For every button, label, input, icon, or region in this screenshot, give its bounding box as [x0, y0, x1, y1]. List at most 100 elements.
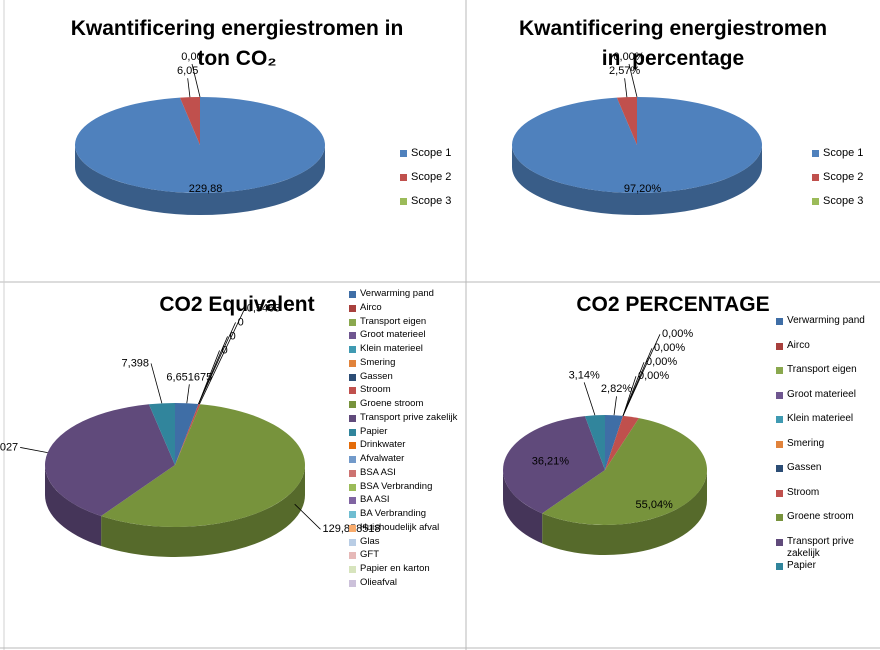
legend-swatch [349, 359, 356, 367]
legend-item: Groene stroom [349, 398, 423, 410]
chart-title: ton CO₂ [197, 47, 277, 70]
legend-label: BSA ASI [360, 466, 396, 478]
legend-label: Groene stroom [787, 511, 854, 522]
data-label: 0,00% [638, 370, 669, 382]
legend-label: Scope 3 [411, 195, 452, 207]
slice-side [101, 465, 305, 557]
data-label: 2,57% [609, 65, 640, 77]
slice-side [512, 145, 762, 215]
pie-slice [616, 97, 637, 145]
legend-swatch [776, 367, 783, 374]
legend-item: Groot materieel [349, 329, 425, 341]
legend-swatch [776, 440, 783, 448]
chart-title: Kwantificering energiestromen [518, 17, 828, 40]
legend-label: GFT [360, 549, 379, 561]
legend-swatch [349, 538, 356, 546]
legend-item: BSA ASI [349, 467, 396, 479]
leader-line [20, 447, 48, 454]
chart-title: in percentage [601, 47, 745, 70]
data-label: 229,88 [189, 183, 223, 195]
leader-line [622, 334, 661, 417]
legend-item: Groene stroom [776, 511, 854, 523]
legend-swatch [349, 373, 356, 381]
legend-label: Klein materieel [787, 413, 854, 424]
legend-label: Groene stroom [360, 398, 424, 409]
legend-item: Gassen [776, 462, 821, 474]
legend-swatch [349, 304, 356, 312]
legend-item: Smering [349, 357, 395, 369]
legend-swatch [776, 416, 783, 423]
legend-swatch [349, 318, 356, 326]
legend-label: Drinkwater [360, 439, 406, 451]
legend-label: Smering [787, 437, 825, 449]
legend-label: Smering [360, 356, 396, 368]
legend-item: Verwarming pand [776, 315, 865, 327]
data-label: 36,21% [532, 456, 570, 468]
legend-swatch [349, 469, 356, 477]
legend-item: Papier [349, 426, 387, 438]
legend-item: Scope 1 [400, 147, 451, 160]
legend-item: Scope 1 [812, 147, 863, 160]
legend-item: Stroom [776, 487, 819, 499]
legend-label: Airco [360, 301, 382, 313]
leader-line [186, 384, 190, 404]
legend-swatch [812, 150, 819, 157]
data-label: 3,14% [569, 369, 600, 381]
legend-item: Glas [349, 536, 380, 548]
legend-swatch [812, 198, 819, 205]
legend-item: Transport eigen [349, 316, 426, 328]
legend-label: Transport eigen [360, 315, 427, 327]
pie-slice [503, 416, 605, 514]
legend-label: Scope 2 [823, 171, 864, 183]
legend-label: Gassen [787, 462, 822, 473]
legend-item: Scope 3 [812, 195, 863, 208]
leader-line [613, 396, 617, 416]
legend-label: Verwarming pand [360, 288, 434, 299]
legend-swatch [349, 291, 356, 298]
pie-slice [175, 403, 199, 465]
legend-swatch [400, 174, 407, 181]
leader-line [199, 308, 246, 405]
legend-label: Scope 1 [823, 147, 864, 159]
data-label: 0 [230, 330, 236, 342]
slice-side [542, 470, 707, 555]
legend-item: Airco [349, 302, 382, 314]
legend-item: Scope 2 [812, 171, 863, 184]
legend-item: Klein materieel [776, 413, 853, 425]
legend-item: BSA Verbranding [349, 481, 432, 493]
legend-item: Verwarming pand [349, 288, 434, 300]
legend-label: Papier [787, 560, 816, 571]
legend-swatch [776, 318, 783, 325]
legend-swatch [349, 497, 356, 505]
legend-item: Gassen [349, 371, 393, 383]
data-label: 85,43027 [0, 441, 18, 453]
pie-slice [74, 97, 325, 193]
chart-title: CO2 Equivalent [159, 293, 315, 316]
data-label: 0,00% [613, 51, 644, 63]
pie-slice [179, 97, 200, 145]
legend-item: Scope 2 [400, 171, 451, 184]
legend-item: GFT [349, 549, 379, 561]
legend-swatch [349, 332, 356, 340]
legend-swatch [400, 198, 407, 205]
pie-slice [45, 404, 176, 517]
legend-label: Stroom [787, 486, 820, 498]
data-label: 0,00% [654, 342, 685, 354]
legend-swatch [812, 174, 819, 181]
legend-label: Glas [360, 535, 380, 547]
legend-swatch [349, 456, 356, 463]
legend-item: Transport eigen [776, 364, 857, 376]
legend-swatch [349, 566, 356, 573]
legend-label: Klein materieel [360, 343, 423, 354]
legend-swatch [349, 442, 356, 450]
legend-swatch [349, 428, 356, 436]
legend-swatch [349, 552, 356, 560]
legend-swatch [776, 489, 783, 497]
data-label: 6,651675 [166, 371, 212, 383]
pie-slice [605, 415, 624, 470]
legend-label: Olieafval [360, 576, 397, 588]
leader-line [198, 322, 236, 405]
legend-label: Scope 3 [823, 195, 864, 207]
